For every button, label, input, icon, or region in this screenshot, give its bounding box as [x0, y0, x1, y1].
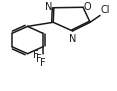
Text: F: F [33, 50, 39, 60]
Text: N: N [45, 2, 52, 12]
Text: Cl: Cl [101, 5, 110, 15]
Text: F: F [40, 58, 46, 68]
Text: O: O [84, 2, 91, 12]
Text: N: N [69, 34, 77, 44]
Text: F: F [36, 54, 41, 64]
